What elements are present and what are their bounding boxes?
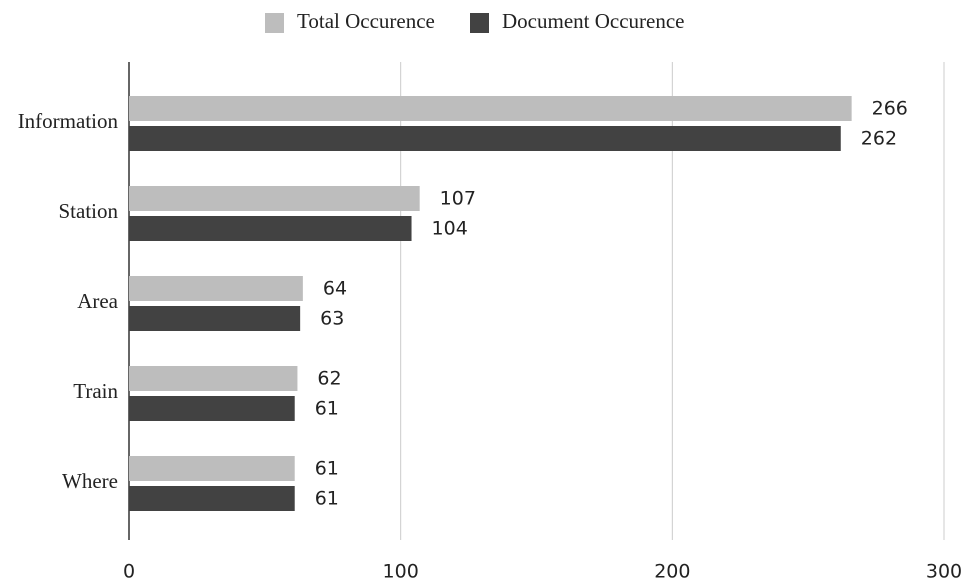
x-tick-label: 0: [123, 561, 135, 583]
x-tick-label: 100: [383, 561, 419, 583]
y-tick-label: Train: [73, 379, 118, 403]
bar: [129, 486, 295, 511]
value-label: 107: [440, 188, 476, 210]
legend-swatch: [265, 13, 284, 33]
y-tick-label: Information: [18, 109, 119, 133]
bar: [129, 276, 303, 301]
legend-label: Document Occurence: [502, 9, 685, 33]
value-label: 63: [320, 308, 344, 330]
y-tick-label: Where: [62, 469, 118, 493]
bar: [129, 216, 412, 241]
bar: [129, 366, 298, 391]
value-label: 266: [872, 98, 908, 120]
x-tick-label: 200: [654, 561, 690, 583]
bar: [129, 306, 301, 331]
y-tick-label: Area: [77, 289, 118, 313]
x-tick-label: 300: [926, 561, 962, 583]
bar: [129, 126, 841, 151]
value-label: 104: [432, 218, 468, 240]
legend-label: Total Occurence: [297, 9, 435, 33]
value-label: 62: [317, 368, 341, 390]
bar: [129, 96, 852, 121]
value-label: 61: [315, 458, 339, 480]
legend-swatch: [470, 13, 489, 33]
bar: [129, 456, 295, 481]
value-label: 262: [861, 128, 897, 150]
bar: [129, 396, 295, 421]
y-tick-label: Station: [58, 199, 118, 223]
value-label: 64: [323, 278, 347, 300]
value-label: 61: [315, 488, 339, 510]
value-label: 61: [315, 398, 339, 420]
bar: [129, 186, 420, 211]
